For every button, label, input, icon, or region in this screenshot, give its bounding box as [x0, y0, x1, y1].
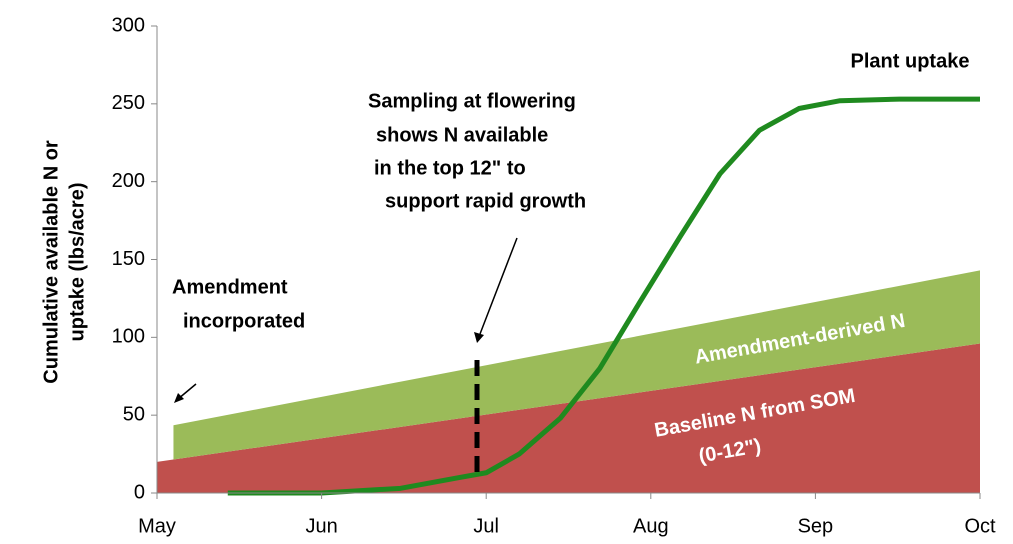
y-tick-label: 250	[112, 92, 145, 114]
x-tick-label: Aug	[633, 515, 669, 537]
line-label: Plant uptake	[851, 50, 970, 72]
x-tick-label: May	[138, 515, 176, 537]
y-tick-label: 100	[112, 326, 145, 348]
arrowhead	[474, 332, 484, 343]
annotation: Sampling at flowering	[368, 90, 576, 112]
x-tick-label: Jun	[305, 515, 337, 537]
x-tick-label: Oct	[964, 515, 996, 537]
annotation: shows N available	[376, 124, 548, 146]
y-tick-label: 300	[112, 14, 145, 36]
line	[227, 96, 980, 496]
annotation: support rapid growth	[385, 190, 586, 212]
annotation: Amendment	[172, 276, 288, 298]
y-tick-label: 0	[134, 481, 145, 503]
annotation: incorporated	[183, 310, 305, 332]
y-tick-label: 50	[123, 403, 145, 425]
y-tick-label: 200	[112, 170, 145, 192]
arrowhead	[174, 393, 184, 403]
x-tick-label: Jul	[473, 515, 499, 537]
area	[173, 270, 980, 460]
y-axis-label: uptake (lbs/acre)	[66, 183, 88, 342]
y-tick-label: 150	[112, 248, 145, 270]
area	[157, 343, 980, 493]
plot-area	[157, 96, 980, 496]
annotation: in the top 12" to	[374, 157, 526, 179]
x-tick-label: Sep	[798, 515, 834, 537]
y-axis-label: Cumulative available N or	[40, 140, 62, 384]
arrow	[479, 237, 518, 335]
